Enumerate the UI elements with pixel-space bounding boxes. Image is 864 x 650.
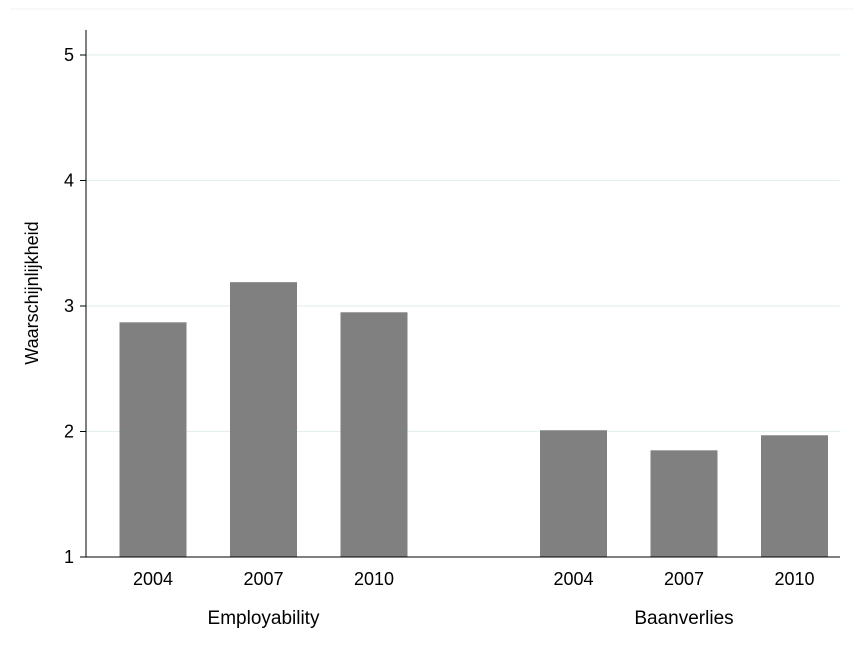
- bar: [230, 282, 297, 557]
- x-group-label: Employability: [208, 608, 320, 629]
- bar: [540, 430, 607, 557]
- x-labels: 2004 2007 2010 Employability 2004 2007 2010 Baa…: [133, 569, 815, 629]
- x-group-label: Baanverlies: [634, 608, 733, 629]
- y-tick-label: 3: [64, 296, 74, 316]
- y-tick-label: 5: [64, 45, 74, 65]
- y-ticks: 1 2 3 4 5: [64, 45, 86, 567]
- x-category-label: 2010: [774, 569, 814, 589]
- bar: [340, 312, 408, 557]
- bars: [119, 282, 828, 557]
- axes: [85, 30, 840, 558]
- x-category-label: 2007: [243, 569, 283, 589]
- x-category-label: 2004: [553, 569, 593, 589]
- bar: [650, 450, 718, 557]
- grid-lines: [86, 54, 840, 433]
- x-category-label: 2010: [354, 569, 394, 589]
- x-category-label: 2004: [133, 569, 173, 589]
- bar: [761, 435, 828, 557]
- x-category-label: 2007: [664, 569, 704, 589]
- y-axis-label: Waarschijnlijkheid: [22, 221, 42, 364]
- y-tick-label: 2: [64, 422, 74, 442]
- y-tick-label: 4: [64, 171, 74, 191]
- bar: [119, 322, 187, 557]
- y-tick-label: 1: [64, 547, 74, 567]
